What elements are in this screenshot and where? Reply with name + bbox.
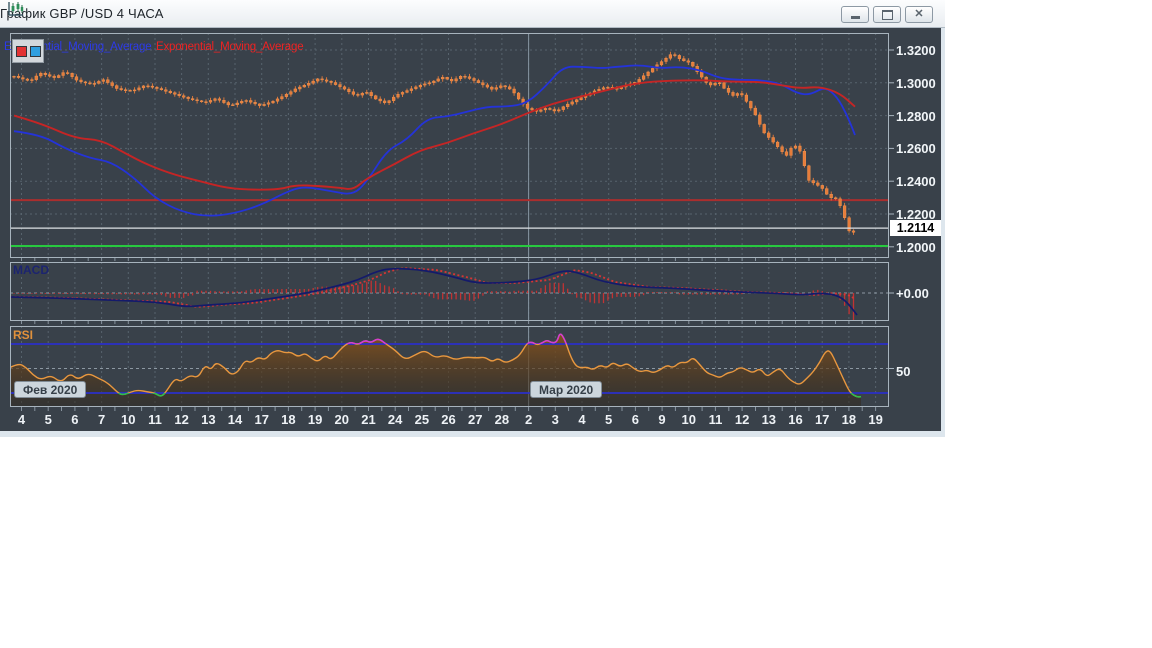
date-tick-label: 5: [605, 412, 613, 427]
blue-series-chip[interactable]: [29, 45, 41, 57]
date-tick-label: 18: [281, 412, 296, 427]
date-tick-label: 9: [658, 412, 666, 427]
close-button[interactable]: ✕: [905, 6, 933, 23]
price-tick-label: 1.3000: [896, 75, 936, 91]
chart-area: Exponential_Moving_Average Exponential_M…: [4, 39, 941, 427]
price-tick-label: 1.2800: [896, 108, 936, 124]
date-tick-label: 24: [387, 412, 403, 427]
price-tick-label: 1.3200: [896, 43, 936, 58]
date-tick-label: 5: [44, 412, 52, 427]
date-tick-label: 4: [578, 412, 586, 427]
date-tick-label: 19: [868, 412, 883, 427]
date-tick-label: 4: [17, 412, 26, 427]
month-label: Мар 2020: [530, 381, 603, 398]
window-controls: ✕: [841, 6, 933, 23]
price-tick-label: 1.2200: [896, 207, 936, 222]
date-tick-label: 21: [361, 412, 376, 427]
chart-window: График GBP /USD 4 ЧАСА ✕ Exponential_Mov…: [0, 0, 945, 437]
macd-zero-label: +0.00: [896, 286, 929, 301]
window-title: График GBP /USD 4 ЧАСА: [0, 6, 164, 21]
date-tick-label: 13: [201, 412, 216, 427]
macd-panel-label: MACD: [13, 263, 49, 277]
current-price-badge: 1.2114: [890, 220, 941, 236]
rsi-panel-label: RSI: [13, 328, 34, 342]
date-tick-label: 12: [174, 412, 189, 427]
chart-canvas[interactable]: [0, 0, 945, 437]
date-tick-label: 13: [761, 412, 777, 427]
date-tick-label: 18: [841, 412, 857, 427]
price-tick-label: 1.2400: [896, 174, 936, 190]
date-tick-label: 28: [494, 412, 510, 427]
date-tick-label: 3: [551, 412, 559, 427]
date-tick-label: 20: [334, 412, 349, 427]
minimize-icon: [850, 16, 860, 19]
date-tick-label: 10: [121, 412, 136, 427]
red-series-chip[interactable]: [15, 45, 27, 57]
maximize-icon: [881, 9, 893, 20]
date-tick-label: 7: [97, 412, 106, 427]
date-tick-label: 6: [71, 412, 79, 427]
close-icon: ✕: [914, 8, 924, 20]
date-tick-label: 27: [467, 412, 483, 427]
date-tick-label: 10: [681, 412, 696, 427]
price-tick-label: 1.2600: [896, 141, 936, 157]
date-tick-label: 2: [524, 412, 533, 427]
date-tick-label: 26: [441, 412, 456, 427]
minimize-button[interactable]: [841, 6, 869, 23]
date-tick-label: 25: [414, 412, 430, 427]
month-label: Фев 2020: [14, 381, 87, 398]
rsi-mid-label: 50: [896, 364, 911, 379]
date-tick-label: 6: [631, 412, 639, 427]
candlestick-chart-icon: [8, 2, 24, 16]
title-bar[interactable]: График GBP /USD 4 ЧАСА ✕: [0, 0, 945, 28]
legend-color-chips[interactable]: [12, 39, 44, 63]
maximize-button[interactable]: [873, 6, 901, 23]
date-tick-label: 19: [307, 412, 323, 427]
price-tick-label: 1.2000: [896, 239, 936, 255]
date-tick-label: 12: [734, 412, 750, 427]
date-tick-label: 14: [227, 412, 243, 427]
legend-ema-red[interactable]: Exponential_Moving_Average: [156, 41, 304, 53]
date-tick-label: 17: [254, 412, 269, 427]
date-tick-label: 16: [788, 412, 803, 427]
date-tick-label: 17: [814, 412, 830, 427]
date-tick-label: 11: [708, 412, 723, 427]
date-tick-label: 11: [148, 412, 162, 427]
